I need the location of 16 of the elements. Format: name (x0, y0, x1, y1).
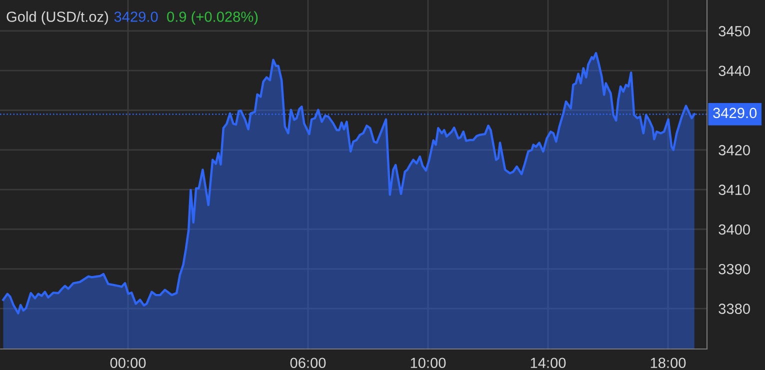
x-tick-label: 10:00 (410, 358, 446, 368)
annotation: 0.9 (+0.028%) (167, 11, 258, 25)
y-tick-label: 3400 (718, 224, 750, 235)
y-tick-label: 3440 (718, 66, 750, 76)
y-tick-label: 3450 (718, 26, 750, 36)
y-tick-label: 3390 (718, 264, 750, 274)
y-tick-label: 3380 (718, 304, 750, 314)
y-tick-label: 3410 (718, 184, 750, 195)
y-tick-label: 3420 (718, 145, 750, 156)
x-tick-label: 06:00 (290, 358, 326, 368)
annotation: 3429.0 (114, 12, 158, 22)
x-tick-label: 00:00 (110, 358, 146, 368)
x-tick-label: 18:00 (650, 358, 686, 368)
ref-line-label: 3429.0 (713, 108, 757, 118)
x-tick-label: 14:00 (530, 358, 566, 368)
text: Gold (USD/t.oz) (6, 11, 108, 25)
